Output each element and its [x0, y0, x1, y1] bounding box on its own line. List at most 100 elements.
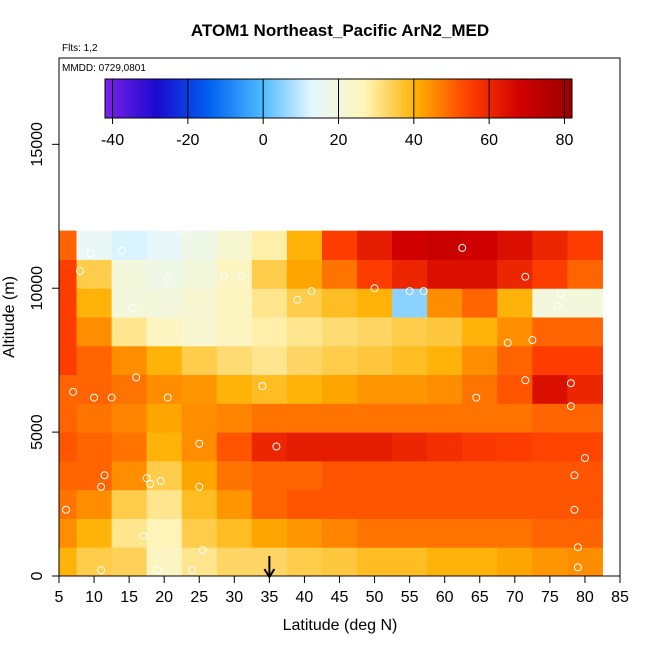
heatmap-cell	[59, 345, 78, 376]
heatmap-cell	[146, 432, 183, 462]
heatmap-cell	[427, 460, 463, 491]
x-tick-label: 50	[366, 589, 384, 606]
heatmap-cell	[392, 403, 428, 433]
heatmap-cell	[146, 403, 183, 433]
heatmap-cell	[111, 403, 148, 433]
x-tick-label: 80	[576, 589, 594, 606]
heatmap-cell	[59, 230, 78, 260]
heatmap-cell	[497, 374, 533, 404]
data-point	[580, 454, 589, 463]
heatmap-cell	[146, 547, 183, 576]
chart-subtitle: Flts: 1,2	[62, 43, 98, 54]
heatmap-cell	[286, 230, 323, 260]
heatmap-cell	[251, 288, 288, 318]
data-point	[198, 546, 207, 555]
heatmap-cell	[216, 489, 253, 519]
heatmap-cell	[321, 432, 358, 462]
heatmap-cell	[59, 288, 78, 318]
x-tick-label: 10	[85, 589, 103, 606]
heatmap-cell	[181, 489, 218, 519]
heatmap-cell	[357, 547, 393, 576]
heatmap-cell	[181, 374, 218, 404]
heatmap-cell	[567, 374, 603, 404]
x-tick-label: 70	[506, 589, 524, 606]
heatmap-cell	[286, 403, 323, 433]
heatmap-cell	[567, 489, 603, 519]
heatmap-cell	[357, 489, 393, 519]
heatmap-cell	[497, 432, 533, 462]
y-tick-label: 10000	[29, 266, 46, 311]
heatmap-cell	[497, 288, 533, 318]
heatmap-cell	[111, 288, 148, 318]
heatmap-cell	[59, 547, 78, 576]
arrow-head	[263, 568, 276, 579]
heatmap-cell	[427, 345, 463, 376]
heatmap-cell	[532, 374, 568, 404]
heatmap-cell	[392, 374, 428, 404]
heatmap-cell	[321, 374, 358, 404]
heatmap-cell	[76, 230, 113, 260]
heatmap-cell	[357, 374, 393, 404]
heatmap-cell	[321, 230, 358, 260]
heatmap-cell	[181, 259, 218, 289]
data-point	[566, 379, 575, 388]
heatmap-cell	[462, 230, 498, 260]
heatmap-field	[59, 230, 603, 576]
heatmap-cell	[76, 374, 113, 404]
heatmap-cell	[567, 403, 603, 433]
heatmap-cell	[216, 345, 253, 376]
heatmap-cell	[567, 288, 603, 318]
colorbar-tick-label: 80	[556, 132, 574, 149]
heatmap-cell	[76, 547, 113, 576]
heatmap-cell	[251, 489, 288, 519]
heatmap-cell	[392, 518, 428, 548]
heatmap-cell	[462, 403, 498, 433]
data-point	[556, 289, 565, 298]
heatmap-cell	[462, 432, 498, 462]
colorbar-tick-label: -20	[176, 132, 199, 149]
heatmap-cell	[59, 317, 78, 347]
heatmap-cell	[76, 288, 113, 318]
heatmap-cell	[76, 317, 113, 347]
heatmap-cell	[59, 259, 78, 289]
heatmap-cell	[427, 489, 463, 519]
heatmap-cell	[146, 460, 183, 491]
data-point	[86, 249, 95, 258]
heatmap-cell	[216, 518, 253, 548]
heatmap-cell	[286, 259, 323, 289]
data-point	[97, 482, 106, 491]
heatmap-cell	[111, 460, 148, 491]
heatmap-cell	[286, 547, 323, 576]
heatmap-cell	[357, 317, 393, 347]
heatmap-cell	[392, 489, 428, 519]
heatmap-cell	[357, 518, 393, 548]
data-point	[570, 471, 579, 480]
data-point	[128, 304, 137, 313]
colorbar-tick-label: 20	[330, 132, 348, 149]
heatmap-cell	[251, 403, 288, 433]
heatmap-cell	[462, 317, 498, 347]
heatmap-cell	[251, 518, 288, 548]
heatmap-cell	[286, 374, 323, 404]
heatmap-cell	[146, 317, 183, 347]
heatmap-cell	[532, 317, 568, 347]
data-point	[472, 393, 481, 402]
data-point	[195, 439, 204, 448]
heatmap-cell	[462, 489, 498, 519]
heatmap-cell	[286, 489, 323, 519]
heatmap-cell	[392, 230, 428, 260]
data-point	[307, 287, 316, 296]
heatmap-cell	[59, 432, 78, 462]
latitude-arrow-marker	[263, 556, 276, 579]
heatmap-cell	[216, 432, 253, 462]
heatmap-cell	[427, 288, 463, 318]
x-tick-label: 65	[471, 589, 489, 606]
heatmap-cell	[76, 518, 113, 548]
heatmap-cell	[357, 345, 393, 376]
heatmap-cell	[111, 518, 148, 548]
heatmap-cell	[321, 518, 358, 548]
heatmap-cell	[392, 259, 428, 289]
x-tick-label: 60	[436, 589, 454, 606]
data-point	[142, 474, 151, 483]
